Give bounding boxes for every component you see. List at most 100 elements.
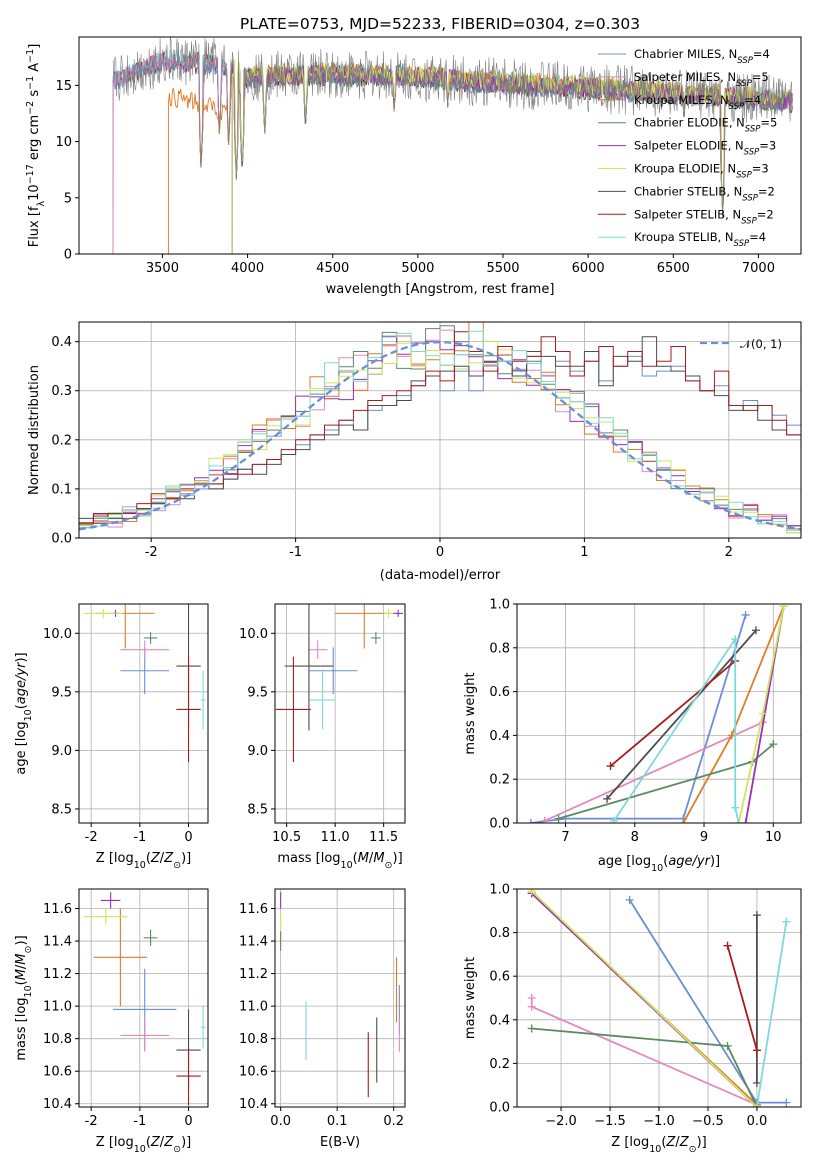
weight-marker [731,803,740,812]
weight-marker [779,604,788,611]
y-tick-label: 10.6 [239,1065,268,1080]
axes-frame [274,888,406,1108]
x-tick-label: 4000 [231,261,264,276]
weight-marker [540,816,549,823]
y-tick-label: 9.5 [51,685,72,700]
panel-weight_vs_Z: −2.0 −1.5 −1.0 −0.5 0.0 0.0 0.2 0.4 0.6 0.8 1.0 mas… [463,883,802,1155]
weight-series-chabrier-elodie [527,1024,761,1107]
plot-area-weight_vs_age [526,604,788,823]
weight-marker [769,740,778,749]
errorbar-salpeter-miles [307,640,328,660]
legend-label: Kroupa ELODIE, NSSP=3 [634,162,769,181]
legend-label: Chabrier ELODIE, NSSP=5 [634,116,777,135]
chart-layer: 3500 4000 4500 5000 5500 6000 6500 7000051015wa… [14,36,802,1155]
weight-marker [723,1041,732,1050]
y-axis-label: mass weight [463,957,478,1039]
y-tick-label: 11.2 [239,967,268,982]
errorbar-salpeter-stelib [176,1046,201,1106]
legend-label: Kroupa MILES, NSSP=4 [634,93,761,112]
panel-age_vs_Z: -2 -1 0 8.5 9.0 9.5 10.0 Z [log10(Z/Z⊙)] age [lo… [14,603,209,871]
y-tick-label: 10.0 [43,627,72,642]
weight-marker [782,917,791,926]
errorbar-kroupa-miles [93,908,148,1007]
weight-marker [752,1103,761,1107]
x-tick-label: 5000 [401,261,434,276]
x-tick-label: 0.2 [383,1114,404,1129]
x-axis-label: Z [log10(Z/Z⊙)] [96,851,191,871]
x-tick-label: 5500 [486,261,519,276]
weight-marker [741,819,750,823]
weight-series-salpeter-miles [527,994,761,1107]
axes-frame [78,888,209,1108]
axes-residuals: -2 -1 0 1 2 0.0 0.1 0.2 0.3 0.4 [51,321,802,560]
weight-line [530,998,758,1106]
x-tick-label: −0.5 [692,1114,724,1129]
x-tick-label: 9 [700,830,708,845]
y-tick-label: 0.8 [489,926,510,941]
y-tick-label: 9.5 [247,685,268,700]
legend-label: Salpeter MILES, NSSP=5 [634,70,769,89]
axes-frame [274,603,406,824]
y-tick-label: 0.2 [51,433,72,448]
legend-label: Kroupa STELIB, NSSP=4 [634,230,766,249]
weight-line [531,1027,758,1107]
errorbar-kroupa-stelib [309,670,336,730]
weight-marker [526,819,535,823]
weight-series-salpeter-elodie [741,604,788,823]
weight-marker [741,610,750,619]
legend: 𝒩(0, 1) [700,337,782,351]
weight-line [726,945,758,1051]
weight-marker [752,1046,761,1055]
plot-area-weight_vs_Z [527,889,791,1107]
x-tick-label: -1 [133,1114,146,1129]
weight-line [613,636,740,823]
axes-frame [78,36,802,255]
y-tick-label: 10.4 [43,1097,72,1112]
axes-frame [78,603,209,824]
weight-series-kroupa-elodie [527,889,761,1107]
errorbar-chabrier-elodie [143,929,158,946]
y-tick-label: 0.2 [489,1057,510,1072]
y-tick-label: 0.0 [489,817,510,832]
weight-marker [527,889,536,896]
y-tick-label: 11.6 [43,902,72,917]
weight-marker [554,814,563,823]
weight-marker [679,819,688,823]
errorbar-salpeter-stelib [176,656,201,763]
x-tick-label: 10.5 [272,830,301,845]
y-tick-label: 5 [64,191,72,206]
x-tick-label: 0 [184,830,192,845]
x-tick-label: −1.0 [643,1114,675,1129]
axes-mass_vs_Z: -2 -1 0 10.4 10.6 10.8 11.0 11.2 11.4 11.6 [43,888,209,1129]
x-tick-label: 0.1 [327,1114,348,1129]
y-tick-label: 0.6 [489,970,510,985]
axes-frame [78,321,802,539]
errorbar-salpeter-miles [120,640,170,660]
weight-line [606,629,757,800]
y-tick-label: 0.8 [489,641,510,656]
errorbar-salpeter-elodie [393,609,404,617]
weight-marker [527,1024,536,1033]
y-tick-label: 11.4 [239,935,268,950]
y-tick-label: 8.5 [51,802,72,817]
y-tick-label: 0.4 [489,1013,510,1028]
errorbar-chabrier-elodie [371,632,381,644]
x-tick-label: 3500 [146,261,179,276]
x-tick-label: 4500 [316,261,349,276]
axes-weight_vs_age: 7 8 9 10 0.0 0.2 0.4 0.6 0.8 1.0 [489,598,802,845]
y-tick-label: 0.0 [489,1101,510,1116]
x-axis-label: mass [log10(M/M⊙)] [277,851,402,871]
x-tick-label: 0.0 [747,1114,768,1129]
weight-marker [752,1079,761,1088]
figure-title: PLATE=0753, MJD=52233, FIBERID=0304, z=0… [240,15,640,33]
errorbar-kroupa-stelib [200,1006,206,1049]
weight-marker [731,635,740,644]
weight-marker [527,1002,536,1011]
x-tick-label: 7 [561,830,569,845]
weight-line [530,614,747,823]
weight-line [531,890,758,1107]
weight-marker [603,794,612,803]
weight-marker [782,1098,791,1107]
x-tick-label: -1 [289,545,302,560]
legend: Chabrier MILES, NSSP=4 Salpeter MILES, NS… [598,47,777,249]
